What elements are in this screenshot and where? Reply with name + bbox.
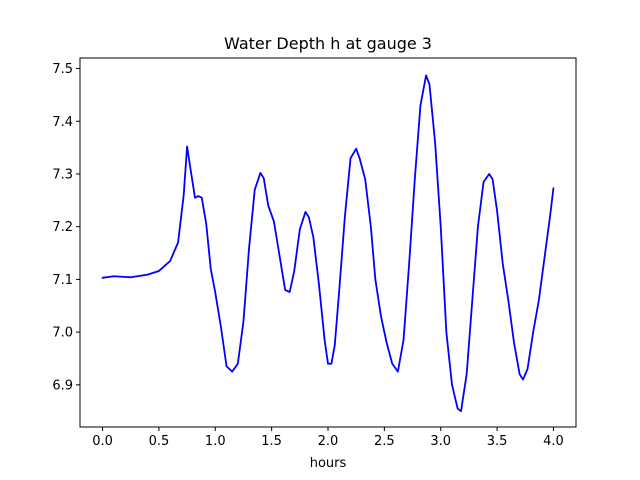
x-tick-label: 2.0 bbox=[318, 434, 339, 449]
y-tick-label: 7.0 bbox=[52, 326, 73, 341]
y-tick-label: 7.5 bbox=[52, 62, 73, 77]
x-axis: 0.0 0.5 1.0 1.5 2.0 2.5 3.0 3.5 4.0 bbox=[92, 427, 564, 449]
series-line-0 bbox=[101, 74, 555, 413]
x-tick-label: 2.5 bbox=[374, 434, 395, 449]
x-axis-title: hours bbox=[310, 456, 347, 471]
x-tick-label: 4.0 bbox=[543, 434, 564, 449]
x-tick-label: 1.0 bbox=[205, 434, 226, 449]
chart-title: Water Depth h at gauge 3 bbox=[224, 34, 432, 53]
x-tick-label: 0.5 bbox=[149, 434, 170, 449]
y-tick-label: 7.4 bbox=[52, 115, 73, 130]
y-axis: 6.9 7.0 7.1 7.2 7.3 7.4 7.5 bbox=[52, 62, 80, 393]
y-tick-label: 6.9 bbox=[52, 378, 73, 393]
x-tick-label: 3.0 bbox=[430, 434, 451, 449]
y-tick-label: 7.2 bbox=[52, 220, 73, 235]
y-tick-label: 7.3 bbox=[52, 167, 73, 182]
x-tick-label: 1.5 bbox=[261, 434, 282, 449]
x-tick-label: 0.0 bbox=[92, 434, 113, 449]
x-tick-label: 3.5 bbox=[487, 434, 508, 449]
plot-area bbox=[101, 74, 555, 413]
y-tick-label: 7.1 bbox=[52, 273, 73, 288]
